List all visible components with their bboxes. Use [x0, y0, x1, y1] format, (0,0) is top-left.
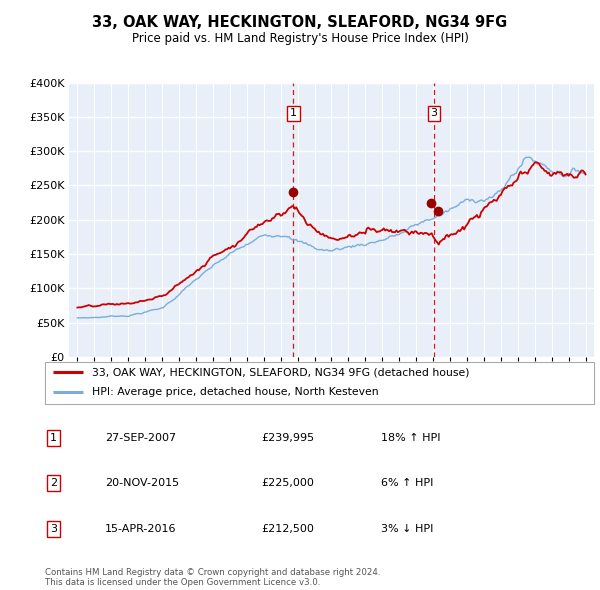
Text: 18% ↑ HPI: 18% ↑ HPI: [381, 433, 440, 442]
Text: 2: 2: [50, 478, 57, 488]
FancyBboxPatch shape: [45, 362, 594, 404]
Text: £239,995: £239,995: [261, 433, 314, 442]
Text: 33, OAK WAY, HECKINGTON, SLEAFORD, NG34 9FG (detached house): 33, OAK WAY, HECKINGTON, SLEAFORD, NG34 …: [92, 368, 469, 377]
Text: Contains HM Land Registry data © Crown copyright and database right 2024.
This d: Contains HM Land Registry data © Crown c…: [45, 568, 380, 587]
Text: Price paid vs. HM Land Registry's House Price Index (HPI): Price paid vs. HM Land Registry's House …: [131, 32, 469, 45]
Text: 6% ↑ HPI: 6% ↑ HPI: [381, 478, 433, 488]
Text: 1: 1: [50, 433, 57, 442]
Text: 1: 1: [290, 109, 297, 119]
Text: HPI: Average price, detached house, North Kesteven: HPI: Average price, detached house, Nort…: [92, 387, 378, 397]
Text: £212,500: £212,500: [261, 525, 314, 534]
Text: 20-NOV-2015: 20-NOV-2015: [105, 478, 179, 488]
Text: 15-APR-2016: 15-APR-2016: [105, 525, 176, 534]
Text: 27-SEP-2007: 27-SEP-2007: [105, 433, 176, 442]
Text: £225,000: £225,000: [261, 478, 314, 488]
Text: 33, OAK WAY, HECKINGTON, SLEAFORD, NG34 9FG: 33, OAK WAY, HECKINGTON, SLEAFORD, NG34 …: [92, 15, 508, 30]
Text: 3: 3: [50, 525, 57, 534]
Text: 3: 3: [430, 109, 437, 119]
Text: 3% ↓ HPI: 3% ↓ HPI: [381, 525, 433, 534]
